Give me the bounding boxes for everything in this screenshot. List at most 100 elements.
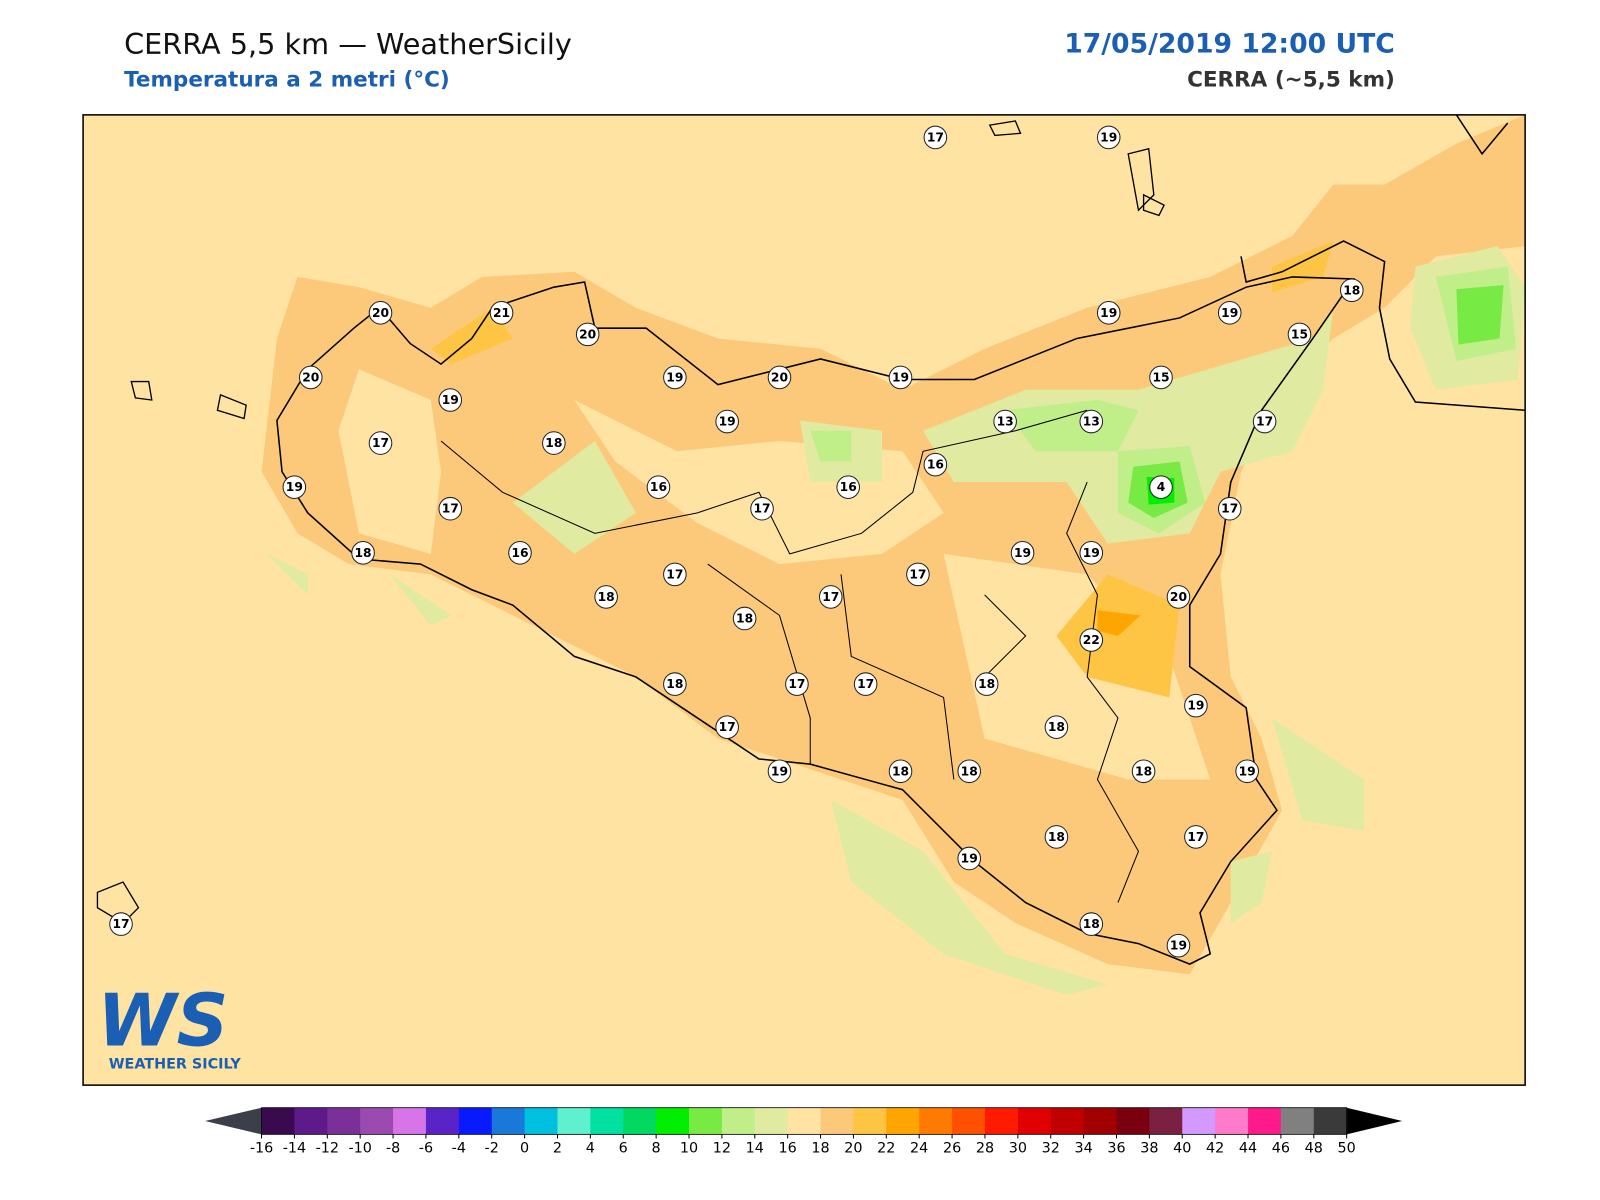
- station: 18: [594, 585, 618, 609]
- colorbar-box: [721, 1107, 756, 1135]
- station: 19: [1079, 541, 1104, 565]
- station-value: 15: [1291, 327, 1308, 341]
- station: 17: [438, 496, 463, 521]
- province-borders: [440, 409, 1140, 903]
- station: 13: [1079, 409, 1104, 434]
- station-value: 20: [302, 370, 319, 384]
- station-value: 19: [1100, 130, 1117, 144]
- station-marker: [1149, 475, 1173, 499]
- station-value: 18: [598, 590, 615, 604]
- station-marker: [298, 365, 323, 390]
- station-value: 19: [1187, 699, 1204, 713]
- colorbar-tick-label: 6: [619, 1141, 628, 1157]
- station: 17: [1184, 825, 1208, 849]
- station: 4: [1149, 475, 1173, 499]
- colorbar-tick-label: -6: [419, 1141, 433, 1157]
- station-marker: [1044, 715, 1069, 739]
- colorbar-box: [886, 1107, 920, 1135]
- station-value: 17: [857, 677, 874, 691]
- colorbar-tick-label: 10: [680, 1141, 698, 1157]
- colorbar-tick-label: 34: [1074, 1141, 1092, 1157]
- station-value: 16: [650, 480, 667, 494]
- station: 13: [993, 409, 1017, 434]
- colorbar-box: [1149, 1107, 1183, 1135]
- station: 19: [1235, 759, 1259, 784]
- station-marker: [715, 715, 739, 739]
- colorbar-box: [1215, 1107, 1249, 1135]
- station-marker: [957, 846, 982, 871]
- station-marker: [732, 606, 757, 631]
- colorbar-tick-label: 0: [520, 1141, 529, 1157]
- colorbar-tick-label: 30: [1009, 1141, 1027, 1157]
- colorbar-box: [261, 1107, 295, 1135]
- station-value: 19: [1083, 546, 1100, 560]
- station: 22: [1079, 628, 1104, 652]
- colorbar-box: [754, 1107, 789, 1135]
- station-marker: [646, 475, 671, 499]
- station-value: 19: [892, 370, 909, 384]
- colorbar-tick-label: 8: [652, 1141, 661, 1157]
- station-value: 17: [753, 502, 770, 516]
- station-value: 18: [961, 764, 978, 778]
- station-value: 17: [1221, 502, 1238, 516]
- station-value: 4: [1157, 480, 1166, 494]
- station: 20: [1166, 585, 1191, 609]
- colorbar-box: [360, 1107, 394, 1135]
- station-value: 19: [666, 370, 683, 384]
- station: 17: [715, 715, 739, 739]
- station: 18: [957, 759, 982, 784]
- station-marker: [1184, 825, 1208, 849]
- station-marker: [715, 409, 739, 434]
- title: CERRA 5,5 km — WeatherSicily: [124, 27, 572, 61]
- station-marker: [663, 672, 687, 696]
- colorbar-box: [458, 1107, 493, 1135]
- station-value: 18: [1083, 917, 1100, 931]
- date: 17/05/2019 12:00 UTC: [1064, 29, 1395, 60]
- station: 16: [646, 475, 671, 499]
- station-value: 19: [1221, 306, 1238, 320]
- station: 17: [906, 562, 930, 587]
- station-marker: [1096, 301, 1121, 325]
- station-value: 17: [927, 130, 944, 144]
- station-marker: [750, 496, 774, 521]
- station: 18: [351, 541, 375, 565]
- station-marker: [663, 562, 687, 587]
- station: 19: [957, 846, 982, 871]
- model: CERRA (~5,5 km): [1187, 68, 1395, 93]
- station: 17: [1252, 409, 1277, 434]
- station-marker: [906, 562, 930, 587]
- station-marker: [1131, 759, 1156, 784]
- station-value: 18: [736, 611, 753, 625]
- station-value: 19: [286, 480, 303, 494]
- colorbar-tick-label: -10: [348, 1141, 371, 1157]
- calabria-coast: [1240, 114, 1526, 412]
- colorbar-tick-label: 20: [844, 1141, 862, 1157]
- station-value: 21: [493, 306, 510, 320]
- station-marker: [1287, 322, 1312, 347]
- zone-24: [1097, 610, 1141, 636]
- station-value: 16: [840, 480, 857, 494]
- station: 16: [836, 475, 860, 499]
- station-marker: [438, 388, 463, 412]
- station-marker: [109, 912, 133, 936]
- station-marker: [923, 452, 948, 477]
- station: 18: [1079, 912, 1104, 936]
- station: 19: [715, 409, 739, 434]
- station: 19: [438, 388, 463, 412]
- colorbar-box: [984, 1107, 1019, 1135]
- station: 21: [489, 301, 514, 325]
- logo-mark: WS: [97, 979, 228, 1063]
- station-marker: [1235, 759, 1259, 784]
- station-value: 18: [892, 764, 909, 778]
- station-marker: [1079, 628, 1104, 652]
- station: 18: [1044, 825, 1069, 849]
- station-marker: [1184, 693, 1208, 718]
- colorbar-tick-label: -12: [316, 1141, 339, 1157]
- colorbar-tick-label: -4: [452, 1141, 466, 1157]
- station: 19: [767, 759, 792, 784]
- station-value: 17: [909, 567, 926, 581]
- station-marker: [993, 409, 1017, 434]
- station: 16: [508, 541, 532, 565]
- colorbar-box: [1017, 1107, 1052, 1135]
